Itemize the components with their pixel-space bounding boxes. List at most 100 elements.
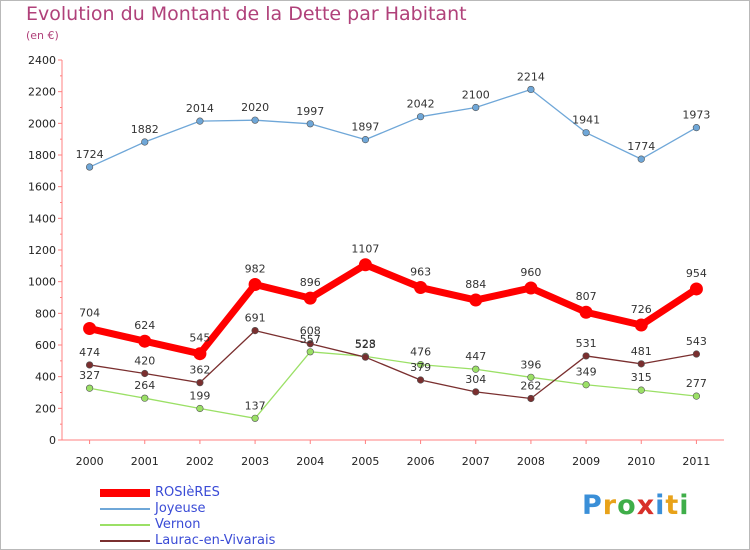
- y-tick-label: 1400: [28, 212, 56, 225]
- axes: 0 200 400 600 800 1000 1200 1400 1600 1800 2000 220…: [28, 54, 724, 468]
- data-label: 447: [465, 350, 486, 363]
- data-label: 884: [465, 278, 486, 291]
- data-point: [637, 360, 645, 368]
- legend-label: Vernon: [155, 517, 201, 532]
- data-point: [306, 120, 314, 128]
- legend-swatch: [100, 508, 150, 510]
- data-point: [527, 394, 535, 403]
- data-point: [196, 117, 204, 125]
- data-point: [358, 258, 372, 272]
- data-label: 1882: [131, 123, 159, 136]
- data-point: [582, 381, 590, 389]
- data-label: 349: [576, 366, 597, 379]
- data-label: 1724: [76, 148, 104, 161]
- data-point: [196, 404, 204, 413]
- x-tick-label: 2006: [407, 455, 435, 468]
- data-label: 982: [245, 263, 266, 276]
- x-tick-label: 2011: [682, 455, 710, 468]
- series-laurac-en-vivarais: [85, 326, 701, 403]
- data-label: 1774: [627, 140, 655, 153]
- data-point: [196, 379, 204, 387]
- data-label: 2100: [462, 89, 490, 102]
- y-tick-label: 800: [35, 307, 56, 320]
- data-point: [361, 353, 370, 361]
- data-point: [472, 103, 480, 112]
- x-tick-label: 2003: [241, 455, 269, 468]
- data-label: 262: [520, 380, 541, 393]
- data-point: [85, 384, 94, 392]
- data-label: 726: [631, 303, 652, 316]
- data-point: [138, 334, 152, 348]
- data-point: [472, 388, 480, 396]
- x-tick-label: 2010: [627, 455, 655, 468]
- data-point: [689, 282, 703, 296]
- data-point: [416, 361, 425, 369]
- data-point: [141, 138, 149, 146]
- series-vernon: [85, 348, 701, 422]
- data-point: [193, 347, 207, 361]
- y-tick-label: 400: [35, 371, 56, 384]
- x-tick-label: 2000: [76, 455, 104, 468]
- y-tick-label: 1800: [28, 149, 56, 162]
- data-label: 691: [245, 312, 266, 325]
- data-point: [248, 278, 262, 292]
- data-point: [472, 365, 480, 373]
- data-label: 1941: [572, 114, 600, 127]
- data-point: [306, 340, 314, 348]
- x-tick-label: 2009: [572, 455, 600, 468]
- series-line: [89, 329, 697, 400]
- data-point: [582, 352, 590, 360]
- data-point: [85, 163, 94, 171]
- chart-title: Evolution du Montant de la Dette par Hab…: [26, 3, 467, 25]
- data-point: [251, 414, 259, 422]
- data-label: 2214: [517, 70, 545, 83]
- data-label: 545: [189, 332, 210, 345]
- legend-swatch: [100, 540, 150, 542]
- series-line: [88, 261, 699, 358]
- y-tick-label: 1200: [28, 244, 56, 257]
- data-point: [579, 305, 593, 319]
- data-point: [692, 350, 701, 358]
- x-tick-label: 2004: [296, 455, 324, 468]
- data-point: [527, 373, 535, 381]
- data-label: 396: [520, 358, 541, 371]
- chart-subtitle: (en €): [26, 29, 59, 42]
- data-label: 474: [79, 346, 100, 359]
- data-label: 1973: [682, 109, 710, 122]
- data-label: 528: [355, 337, 376, 350]
- data-point: [634, 318, 648, 332]
- data-point: [416, 376, 425, 384]
- data-label: 315: [631, 371, 652, 384]
- data-label: 476: [410, 346, 431, 359]
- legend-swatch: [100, 524, 150, 526]
- x-tick-label: 2007: [462, 455, 490, 468]
- data-point: [251, 116, 259, 124]
- data-point: [416, 113, 425, 121]
- data-label: 362: [189, 364, 210, 377]
- legend-swatch: [100, 489, 150, 497]
- data-label: 137: [245, 399, 266, 412]
- data-label: 304: [465, 373, 486, 386]
- legend-label: Laurac-en-Vivarais: [155, 533, 276, 548]
- data-label: 608: [300, 325, 321, 338]
- data-label: 420: [134, 355, 155, 368]
- y-tick-label: 0: [49, 434, 56, 447]
- series-joyeuse: [85, 85, 701, 171]
- series-line: [89, 88, 697, 168]
- data-point: [469, 293, 483, 307]
- data-point: [527, 85, 535, 94]
- x-tick-label: 2002: [186, 455, 214, 468]
- data-label: 624: [134, 319, 155, 332]
- y-tick-label: 2400: [28, 54, 56, 67]
- data-label: 264: [134, 379, 155, 392]
- data-point: [582, 129, 590, 137]
- data-point: [524, 281, 538, 295]
- data-point: [637, 155, 645, 163]
- data-point: [414, 281, 428, 295]
- x-tick-label: 2008: [517, 455, 545, 468]
- y-tick-label: 1600: [28, 181, 56, 194]
- x-tick-label: 2001: [131, 455, 159, 468]
- y-tick-label: 2000: [28, 117, 56, 130]
